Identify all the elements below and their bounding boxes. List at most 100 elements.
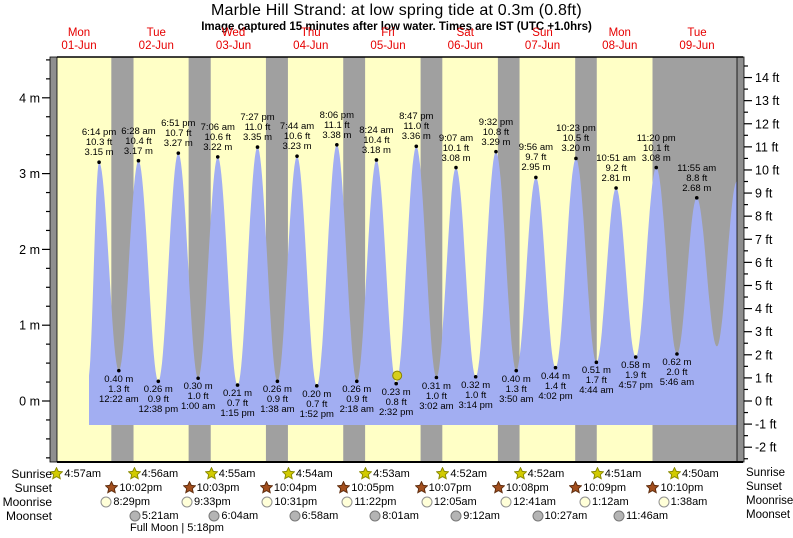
low-tide-label: 0.20 m 0.7 ft 1:52 pm: [299, 388, 334, 420]
moonset-time: 8:01am: [382, 509, 419, 522]
low-tide-label: 0.62 m 2.0 ft 5:46 am: [659, 357, 695, 388]
moonset-time: 9:12am: [463, 509, 500, 522]
low-tide-dot: [473, 374, 478, 379]
high-tide-dot: [614, 186, 618, 190]
high-tide-label: 9:56 am 9.7 ft 2.95 m: [518, 142, 554, 174]
sunset-entry: 10:04pm: [259, 481, 317, 494]
high-tide-dot: [295, 154, 299, 158]
ft-axis-tick-label: 12 ft: [755, 117, 780, 131]
high-tide-dot: [215, 155, 220, 159]
ft-axis-tick-label: 11 ft: [755, 140, 779, 154]
day-label: Sat 06-Jun: [425, 27, 505, 52]
low-tide-dot: [275, 379, 280, 384]
day-date: 04-Jun: [293, 39, 329, 52]
moonrise-entry: 8:29pm: [100, 495, 150, 508]
high-tide-label: 7:44 am 10.6 ft 3.23 m: [279, 121, 315, 153]
high-tide-dot: [494, 149, 498, 154]
day-name: Fri: [381, 27, 395, 39]
moonrise-row-label-left: Moonrise: [2, 495, 52, 509]
moonset-entry: 11:46am: [613, 509, 668, 522]
high-tide-dot: [694, 196, 699, 200]
low-tide-label: 0.58 m 1.9 ft 4:57 pm: [618, 360, 653, 392]
day-label: Wed 03-Jun: [194, 27, 274, 52]
moonset-time: 11:46am: [626, 509, 669, 522]
moonrise-time: 9:33pm: [194, 495, 231, 508]
high-tide-dot: [136, 158, 141, 163]
moonset-time: 10:27am: [544, 509, 588, 522]
low-tide-dot: [355, 379, 359, 384]
sunrise-star-icon: [127, 467, 141, 480]
ft-axis-tick-label: 7 ft: [755, 233, 773, 247]
sunrise-time: 4:52am: [450, 467, 488, 480]
moonset-icon: [532, 510, 544, 521]
sunrise-row-label-left: Sunrise: [11, 467, 52, 481]
high-tide-label: 8:24 am 10.4 ft 3.18 m: [359, 124, 394, 156]
day-label: Mon 08-Jun: [580, 27, 660, 52]
low-tide-dot: [235, 383, 240, 387]
ft-axis-tick-label: 8 ft: [755, 210, 773, 224]
low-tide-label: 0.40 m 1.3 ft 12:22 am: [99, 373, 139, 405]
sunset-star-icon: [414, 481, 428, 494]
high-tide-label: 6:51 pm 10.7 ft 3.27 m: [161, 118, 196, 150]
ft-axis-tick-label: 5 ft: [755, 279, 773, 293]
sunrise-time: 4:56am: [141, 467, 179, 480]
moonset-time: 6:58am: [301, 509, 339, 522]
low-tide-label: 0.23 m 0.8 ft 2:32 pm: [379, 386, 414, 418]
low-tide-dot: [117, 368, 121, 373]
high-tide-label: 6:28 am 10.4 ft 3.17 m: [121, 125, 156, 157]
sunrise-entry: 4:57am: [50, 467, 101, 480]
sunrise-star-icon: [436, 467, 450, 480]
day-label: Mon 01-Jun: [39, 27, 119, 52]
sunrise-entry: 4:56am: [127, 467, 179, 480]
ft-axis-tick-label: 1 ft: [755, 371, 773, 385]
low-tide-dot: [314, 384, 319, 388]
moonrise-row-label-right: Moonrise: [746, 495, 793, 507]
chart-title: Marble Hill Strand: at low spring tide a…: [211, 2, 582, 19]
sunrise-time: 4:50am: [681, 467, 719, 480]
sunrise-entry: 4:52am: [436, 467, 487, 480]
sunset-time: 10:08pm: [505, 481, 549, 494]
ft-axis-tick-label: 13 ft: [755, 94, 780, 108]
ft-axis-tick-label: 0 ft: [755, 395, 773, 409]
sunrise-entry: 4:52am: [513, 467, 564, 480]
day-name: Tue: [146, 27, 166, 39]
moonrise-entry: 11:22pm: [341, 495, 396, 508]
chart-subtitle: Image captured 15 minutes after low wate…: [201, 21, 592, 33]
ft-axis-tick-label: -1 ft: [755, 418, 777, 432]
m-axis-tick-label: 4 m: [19, 91, 40, 105]
moonset-time: 5:21am: [141, 509, 179, 522]
moonrise-icon: [579, 496, 591, 507]
low-tide-dot: [434, 375, 439, 380]
sunset-entry: 10:03pm: [182, 481, 239, 494]
day-date: 08-Jun: [602, 39, 638, 52]
day-name: Tue: [687, 27, 707, 39]
high-tide-dot: [97, 160, 101, 165]
moonrise-entry: 10:31pm: [261, 495, 317, 508]
low-tide-label: 0.44 m 1.4 ft 4:02 pm: [538, 370, 573, 402]
low-tide-dot: [553, 365, 558, 370]
low-tide-dot: [594, 360, 599, 365]
moonrise-entry: 12:05am: [421, 495, 477, 508]
moonrise-entry: 1:38am: [658, 495, 707, 508]
moonset-icon: [289, 510, 301, 521]
day-name: Wed: [221, 27, 246, 39]
moonrise-icon: [100, 496, 112, 507]
moonset-icon: [613, 510, 625, 521]
day-name: Mon: [67, 27, 91, 39]
moonrise-icon: [500, 496, 512, 507]
high-tide-label: 11:20 pm 10.1 ft 3.08 m: [636, 132, 676, 164]
low-tide-label: 0.40 m 1.3 ft 3:50 am: [499, 373, 534, 405]
moonrise-time: 11:22pm: [354, 495, 397, 508]
moonset-icon: [369, 510, 381, 521]
moonset-icon: [450, 510, 462, 521]
moonset-entry: 9:12am: [450, 509, 500, 522]
sunrise-row-label-right: Sunrise: [746, 467, 785, 479]
sunset-time: 10:02pm: [119, 481, 163, 494]
day-date: 09-Jun: [679, 39, 715, 52]
high-tide-label: 9:32 pm 10.8 ft 3.29 m: [478, 116, 514, 148]
day-date: 05-Jun: [370, 39, 406, 52]
high-tide-label: 8:06 pm 11.1 ft 3.38 m: [319, 109, 355, 141]
m-axis-tick-label: 1 m: [19, 319, 40, 333]
low-tide-dot: [514, 368, 519, 373]
